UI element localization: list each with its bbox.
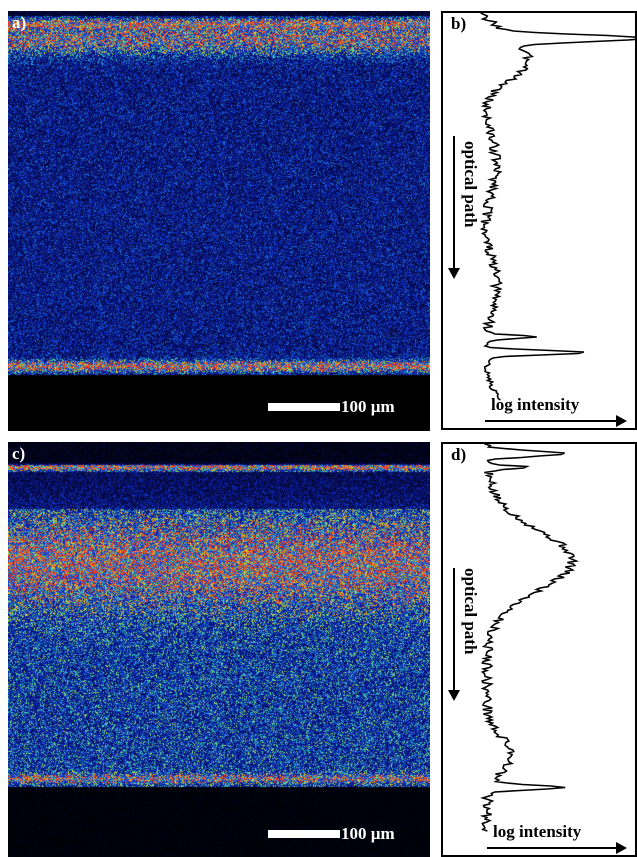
scale-label-a: 100 µm bbox=[341, 397, 395, 416]
xlabel-b: log intensity bbox=[491, 395, 580, 414]
xlabel-d: log intensity bbox=[493, 822, 582, 841]
oct-image-a-canvas bbox=[8, 11, 430, 431]
scale-label-c: 100 µm bbox=[341, 824, 395, 843]
scale-bar-a bbox=[268, 403, 340, 411]
oct-image-c-canvas bbox=[8, 442, 430, 857]
ylabel-d: optical path bbox=[461, 568, 480, 655]
panel-label-c: c) bbox=[12, 444, 26, 463]
intensity-profile-b: b) optical path log intensity bbox=[441, 11, 637, 430]
arrow-head-b bbox=[448, 268, 460, 279]
panel-label-b: b) bbox=[451, 14, 467, 33]
profile-curve-b bbox=[479, 13, 635, 401]
ylabel-b: optical path bbox=[461, 141, 480, 228]
oct-image-a: a) 100 µm bbox=[8, 11, 430, 431]
oct-image-c: c) 100 µm bbox=[8, 442, 430, 857]
scale-bar-c bbox=[268, 830, 340, 838]
panel-label-d: d) bbox=[451, 445, 467, 464]
profile-curve-d bbox=[479, 444, 580, 832]
intensity-profile-d: d) optical path log intensity bbox=[441, 442, 637, 857]
arrow-head-b-x bbox=[616, 415, 627, 427]
arrow-head-d bbox=[448, 690, 460, 701]
arrow-head-d-x bbox=[616, 842, 627, 854]
profile-d-svg bbox=[448, 444, 627, 854]
panel-label-a: a) bbox=[12, 13, 27, 32]
profile-b-svg bbox=[448, 13, 635, 427]
